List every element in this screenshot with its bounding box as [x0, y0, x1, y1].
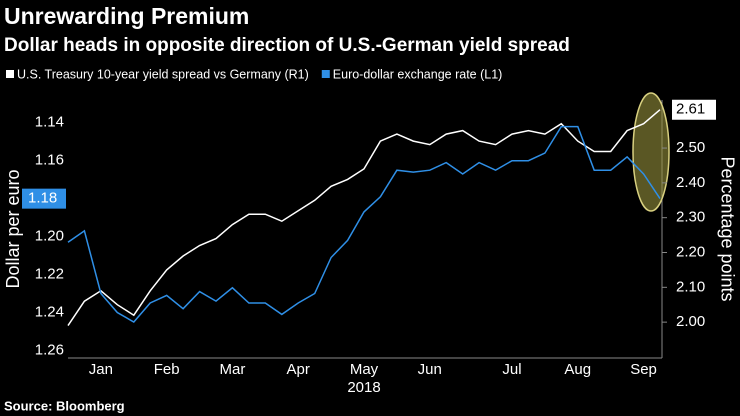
legend-swatch — [6, 70, 14, 78]
series-line — [67, 125, 661, 323]
x-tick-label: Jul — [502, 361, 521, 378]
source: Source: Bloomberg — [4, 398, 125, 413]
x-axis-label: 2018 — [347, 379, 380, 396]
x-tick-label: Jan — [89, 361, 113, 378]
last-value-label: 2.61 — [676, 101, 705, 118]
y2-tick-label: 2.40 — [676, 174, 705, 191]
last-value-box — [672, 99, 716, 120]
x-tick-label: Apr — [287, 361, 310, 378]
chart-title: Unrewarding Premium — [4, 3, 249, 29]
x-tick-label: Jun — [418, 361, 442, 378]
y-tick-label: 1.16 — [35, 152, 64, 169]
x-tick-label: Feb — [154, 361, 180, 378]
y2-axis-label: Percentage points — [717, 156, 737, 301]
y-axis-label: Dollar per euro — [3, 169, 23, 288]
x-tick-label: May — [350, 361, 379, 378]
y-tick-label: 1.20 — [35, 228, 64, 245]
y-tick-label: 1.22 — [35, 265, 64, 282]
chart-subtitle: Dollar heads in opposite direction of U.… — [4, 35, 570, 56]
last-value-label: 1.18 — [28, 190, 57, 207]
y-tick-label: 1.26 — [35, 341, 64, 358]
series-line — [67, 109, 661, 327]
highlight-ellipse — [632, 92, 670, 212]
y2-tick-label: 2.10 — [676, 278, 705, 295]
y2-tick-label: 2.00 — [676, 313, 705, 330]
legend-label: Euro-dollar exchange rate (L1) — [333, 67, 503, 81]
y-tick-label: 1.14 — [35, 114, 64, 131]
legend-label: U.S. Treasury 10-year yield spread vs Ge… — [17, 67, 309, 81]
legend-swatch — [321, 70, 330, 78]
y2-tick-label: 2.50 — [676, 139, 705, 156]
last-value-box — [22, 188, 66, 209]
y2-tick-label: 2.20 — [676, 243, 705, 260]
x-tick-label: Aug — [564, 361, 591, 378]
x-tick-label: Mar — [220, 361, 246, 378]
y2-tick-label: 2.30 — [676, 209, 705, 226]
y-tick-label: 1.24 — [35, 303, 64, 320]
x-tick-label: Sep — [630, 361, 657, 378]
